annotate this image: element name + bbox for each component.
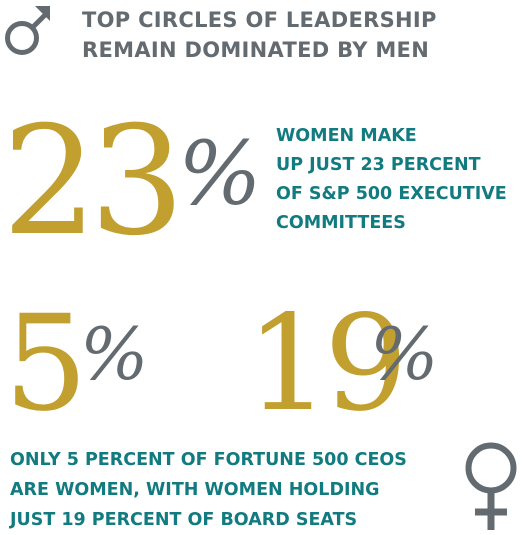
stat-executive-line-3: OF S&P 500 EXECUTIVE bbox=[276, 184, 507, 204]
title-line-2: REMAIN DOMINATED BY MEN bbox=[82, 38, 430, 62]
stat-board-value: 19 bbox=[246, 287, 408, 441]
stat-ceo-value: 5 bbox=[4, 287, 88, 441]
stat-executive-line-2: UP JUST 23 PERCENT bbox=[276, 155, 481, 175]
male-symbol-icon bbox=[5, 6, 50, 55]
footer-line-1: ONLY 5 PERCENT OF FORTUNE 500 CEOS bbox=[10, 450, 407, 470]
stat-executive-description: WOMEN MAKE UP JUST 23 PERCENT OF S&P 500… bbox=[276, 122, 507, 238]
title-line-1: TOP CIRCLES OF LEADERSHIP bbox=[82, 8, 437, 32]
page-title: TOP CIRCLES OF LEADERSHIP REMAIN DOMINAT… bbox=[82, 5, 437, 65]
stat-executive-value: 23 bbox=[2, 95, 185, 269]
stat-executive-percent-sign: % bbox=[178, 122, 262, 225]
stat-executive-line-4: COMMITTEES bbox=[276, 213, 406, 233]
footer-line-3: JUST 19 PERCENT OF BOARD SEATS bbox=[10, 510, 358, 530]
stat-board-percent-sign: % bbox=[370, 312, 439, 396]
footer-description: ONLY 5 PERCENT OF FORTUNE 500 CEOS ARE W… bbox=[10, 445, 407, 535]
female-symbol-icon bbox=[465, 442, 517, 530]
stat-ceo-percent-sign: % bbox=[80, 312, 149, 396]
stat-executive-line-1: WOMEN MAKE bbox=[276, 126, 417, 146]
footer-line-2: ARE WOMEN, WITH WOMEN HOLDING bbox=[10, 480, 380, 500]
